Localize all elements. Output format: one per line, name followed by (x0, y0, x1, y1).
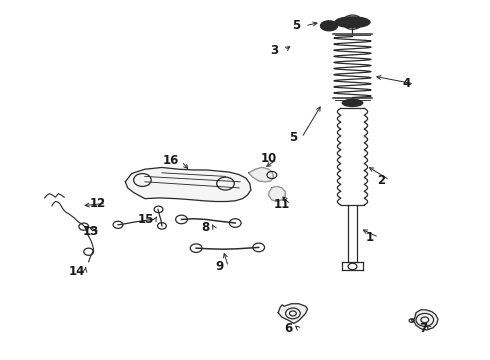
Text: 2: 2 (377, 174, 385, 186)
Polygon shape (125, 167, 251, 202)
Text: 9: 9 (216, 260, 224, 273)
Text: 11: 11 (273, 198, 290, 211)
Text: 5: 5 (292, 19, 300, 32)
Text: 6: 6 (284, 322, 292, 335)
Text: 8: 8 (201, 221, 209, 234)
Text: 3: 3 (270, 44, 278, 57)
Ellipse shape (335, 17, 370, 28)
Polygon shape (269, 186, 285, 202)
Text: 16: 16 (163, 154, 179, 167)
Text: 4: 4 (402, 77, 410, 90)
Ellipse shape (342, 99, 363, 107)
Polygon shape (414, 310, 438, 330)
Text: 12: 12 (89, 197, 105, 210)
Text: 14: 14 (68, 265, 85, 278)
Polygon shape (278, 304, 308, 323)
Text: 15: 15 (138, 213, 154, 226)
Text: 10: 10 (260, 152, 276, 165)
Text: 7: 7 (419, 322, 427, 335)
Polygon shape (249, 167, 273, 182)
Text: 13: 13 (83, 225, 99, 238)
Text: 1: 1 (366, 231, 374, 244)
Ellipse shape (320, 21, 338, 31)
Text: 5: 5 (289, 131, 297, 144)
